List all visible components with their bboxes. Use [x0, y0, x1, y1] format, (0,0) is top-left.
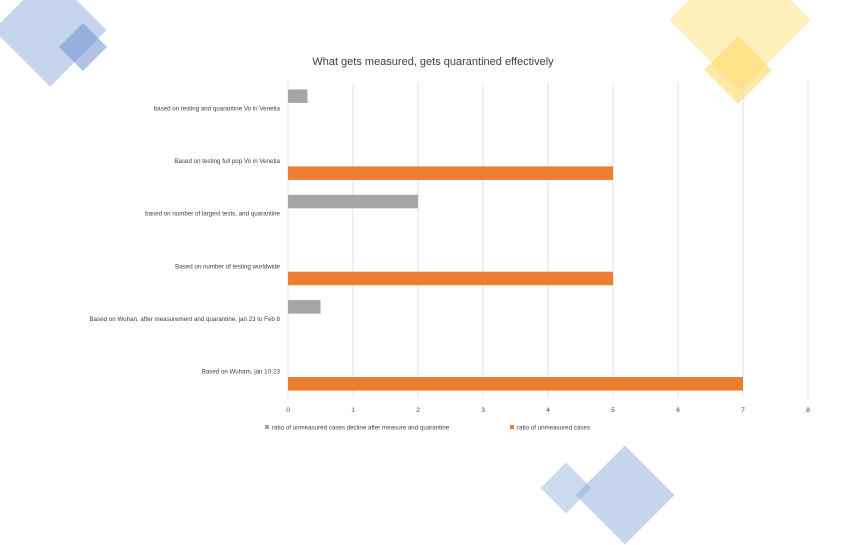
- x-tick-label-8: 8: [806, 407, 810, 414]
- category-label-2: based on number of largest tests, and qu…: [145, 211, 280, 218]
- category-label-0: based on testing and quarantine Vo in Ve…: [154, 105, 281, 112]
- category-label-3: Based on number of testing worldwide: [175, 263, 280, 270]
- category-labels: based on testing and quarantine Vo in Ve…: [90, 105, 281, 375]
- bar-series-1-cat-1: [288, 166, 613, 180]
- x-tick-label-6: 6: [676, 407, 680, 414]
- x-tick-label-7: 7: [741, 407, 745, 414]
- legend-label-1: ratio of unmeasured cases: [517, 425, 590, 432]
- x-tick-label-5: 5: [611, 407, 615, 414]
- category-label-4: Based on Wuhan, after measurement and qu…: [90, 316, 281, 323]
- bar-series-0-cat-2: [288, 194, 418, 209]
- x-tick-label-1: 1: [351, 407, 355, 414]
- x-tick-label-0: 0: [286, 407, 290, 414]
- category-label-5: Based on Wuham, jan 10-23: [202, 369, 281, 376]
- legend-swatch-0: [265, 425, 269, 429]
- x-tick-labels: 0 1 2 3 4 5 6 7 8: [286, 407, 810, 414]
- legend-label-0: ratio of unmeasured cases decline after …: [272, 425, 450, 432]
- x-tick-label-3: 3: [481, 407, 485, 414]
- x-tick-label-2: 2: [416, 407, 420, 414]
- bar-series-1-cat-3: [288, 271, 613, 286]
- bar-series-1-cat-5: [288, 377, 743, 391]
- category-label-1: Based on testing full pop Vo in Venetia: [174, 158, 280, 165]
- bar-series-0-cat-0: [288, 89, 308, 103]
- bar-chart: What gets measured, gets quarantined eff…: [90, 56, 811, 432]
- legend: ratio of unmeasured cases decline after …: [265, 425, 590, 432]
- chart-title: What gets measured, gets quarantined eff…: [312, 56, 554, 68]
- x-tick-label-4: 4: [546, 407, 550, 414]
- legend-swatch-1: [510, 425, 514, 429]
- gridlines: [287, 82, 809, 398]
- bars: [288, 89, 743, 391]
- bar-series-0-cat-4: [288, 300, 321, 314]
